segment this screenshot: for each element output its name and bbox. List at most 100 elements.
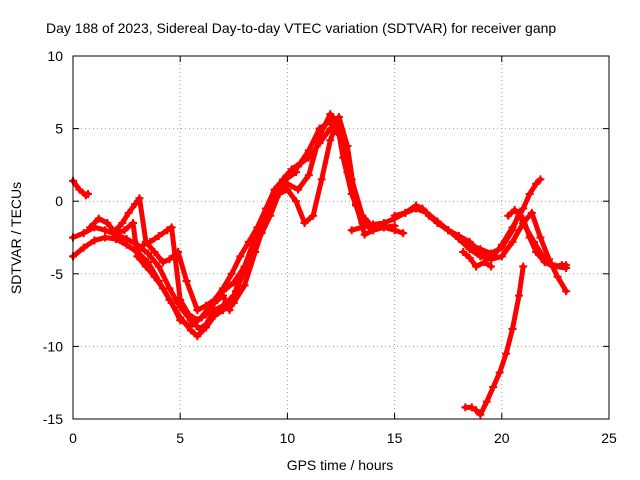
data-point (476, 252, 485, 261)
data-point (360, 230, 369, 239)
data-point (167, 298, 176, 307)
data-point (101, 226, 110, 235)
data-point (165, 255, 174, 264)
data-point (163, 226, 172, 235)
data-point (236, 252, 245, 261)
data-point (122, 240, 131, 249)
data-point (508, 324, 517, 333)
data-point (472, 406, 481, 415)
data-point (343, 142, 352, 151)
data-point (291, 168, 300, 177)
data-point (390, 226, 399, 235)
data-point (154, 262, 163, 271)
data-point (144, 249, 153, 258)
data-point (454, 234, 463, 243)
data-point (159, 284, 168, 293)
data-point (487, 262, 496, 271)
data-point (135, 194, 144, 203)
data-point (472, 262, 481, 271)
x-axis-label: GPS time / hours (287, 457, 394, 473)
data-point (219, 284, 228, 293)
data-point (476, 410, 485, 419)
data-point (129, 218, 138, 227)
data-point (536, 233, 545, 242)
data-point (287, 165, 296, 174)
data-point (352, 200, 361, 209)
series-arc-j (504, 205, 571, 271)
data-point (334, 112, 343, 121)
data-point (176, 316, 185, 325)
data-point (94, 214, 103, 223)
data-point (86, 223, 95, 232)
data-series (69, 110, 571, 419)
data-point (150, 272, 159, 281)
data-point (489, 383, 498, 392)
data-point (540, 258, 549, 267)
data-point (159, 258, 168, 267)
y-tick-label: -10 (43, 338, 63, 354)
data-point (111, 226, 120, 235)
chart-title: Day 188 of 2023, Sidereal Day-to-day VTE… (46, 20, 556, 36)
data-point (124, 208, 133, 217)
data-point (186, 322, 195, 331)
x-tick-label: 15 (387, 430, 403, 446)
data-point (532, 248, 541, 257)
data-point (514, 291, 523, 300)
data-point (315, 139, 324, 148)
data-point (480, 258, 489, 267)
series-arc-i (459, 248, 496, 271)
data-point (525, 189, 534, 198)
data-point (433, 217, 442, 226)
data-point (201, 310, 210, 319)
data-point (482, 397, 491, 406)
series-arc-e (133, 112, 408, 325)
data-point (465, 253, 474, 262)
data-point (229, 278, 238, 287)
x-tick-label: 0 (69, 430, 77, 446)
data-point (79, 243, 88, 252)
data-point (210, 311, 219, 320)
data-point (315, 124, 324, 133)
data-point (502, 349, 511, 358)
data-point (118, 218, 127, 227)
data-point (326, 136, 335, 145)
data-point (401, 208, 410, 217)
data-point (300, 218, 309, 227)
data-point (283, 185, 292, 194)
data-point (193, 306, 202, 315)
y-tick-label: 10 (47, 48, 63, 64)
data-point (294, 185, 303, 194)
data-point (465, 245, 474, 254)
y-tick-label: 0 (55, 193, 63, 209)
data-point (139, 240, 148, 249)
data-point (150, 248, 159, 257)
data-point (219, 291, 228, 300)
data-point (508, 223, 517, 232)
series-arc-start (69, 176, 93, 200)
series-arc-dive (461, 262, 528, 419)
data-point (131, 200, 140, 209)
x-tick-label: 5 (176, 430, 184, 446)
data-point (101, 233, 110, 242)
data-point (562, 287, 571, 296)
data-point (379, 218, 388, 227)
series-arc-h (444, 175, 545, 264)
x-tick-label: 25 (601, 430, 617, 446)
data-point (504, 211, 513, 220)
data-point (459, 248, 468, 257)
data-point (75, 185, 84, 194)
data-point (519, 262, 528, 271)
data-point (270, 185, 279, 194)
data-point (508, 237, 517, 246)
data-point (103, 218, 112, 227)
data-point (549, 262, 558, 271)
data-point (399, 229, 408, 238)
data-point (176, 295, 185, 304)
data-point (225, 306, 234, 315)
data-point (261, 204, 270, 213)
data-point (326, 110, 335, 119)
data-point (309, 211, 318, 220)
data-point (227, 269, 236, 278)
data-point (120, 226, 129, 235)
data-point (184, 310, 193, 319)
